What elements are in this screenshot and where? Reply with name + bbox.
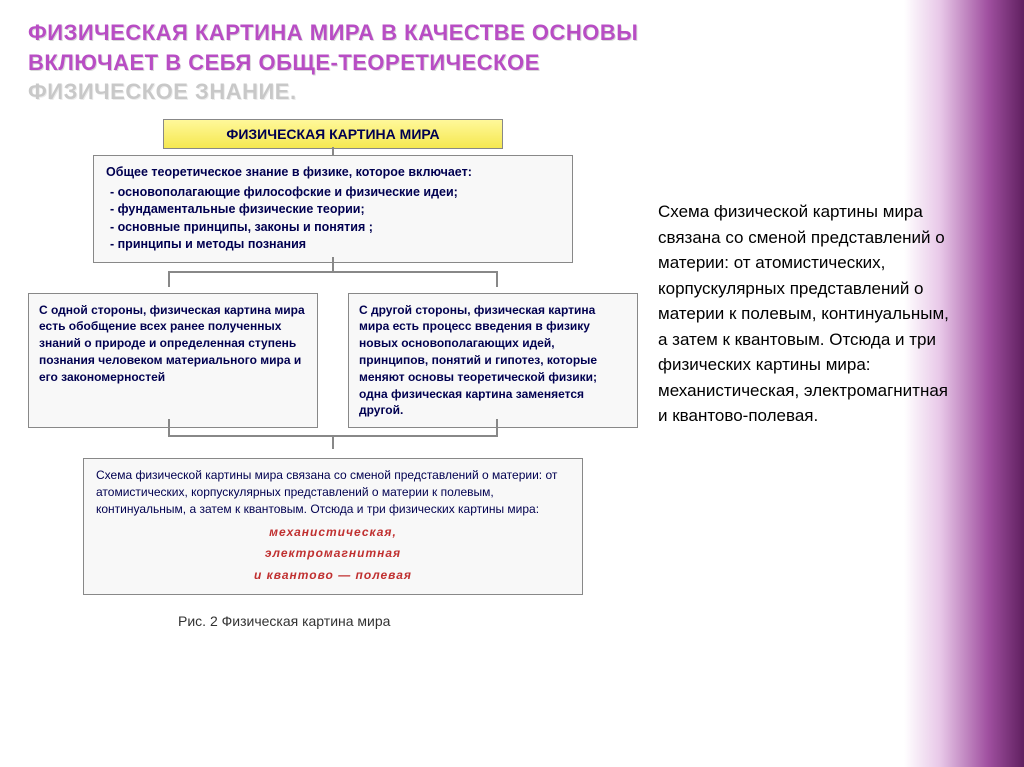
title-line-1: ФИЗИЧЕСКАЯ КАРТИНА МИРА В КАЧЕСТВЕ ОСНОВ…: [28, 18, 996, 48]
connector: [496, 271, 498, 287]
slide-content: ФИЗИЧЕСКАЯ КАРТИНА МИРА В КАЧЕСТВЕ ОСНОВ…: [0, 0, 1024, 647]
slide-title: ФИЗИЧЕСКАЯ КАРТИНА МИРА В КАЧЕСТВЕ ОСНОВ…: [28, 18, 996, 107]
top-box-item: - основополагающие философские и физичес…: [110, 184, 560, 202]
bottom-box-types: механистическая, электромагнитная и кван…: [96, 522, 570, 587]
connector: [332, 257, 334, 271]
title-line-3: ФИЗИЧЕСКОЕ ЗНАНИЕ.: [28, 77, 996, 107]
side-text: Схема физической картины мира связана со…: [658, 119, 958, 629]
bottom-box: Схема физической картины мира связана со…: [83, 458, 583, 595]
figure-caption: Рис. 2 Физическая картина мира: [178, 613, 398, 629]
title-line-2: ВКЛЮЧАЕТ В СЕБЯ ОБЩЕ-ТЕОРЕТИЧЕСКОЕ: [28, 48, 996, 78]
right-box: С другой стороны, физическая картина мир…: [348, 293, 638, 429]
diagram-header: ФИЗИЧЕСКАЯ КАРТИНА МИРА: [163, 119, 503, 149]
top-box-list: - основополагающие философские и физичес…: [106, 184, 560, 254]
top-box-lead: Общее теоретическое знание в физике, кот…: [106, 164, 560, 182]
connector: [332, 435, 334, 449]
top-box-item: - основные принципы, законы и понятия ;: [110, 219, 560, 237]
type-line: и квантово — полевая: [96, 565, 570, 587]
left-box: С одной стороны, физическая картина мира…: [28, 293, 318, 429]
bottom-box-intro: Схема физической картины мира связана со…: [96, 467, 570, 517]
type-line: механистическая,: [96, 522, 570, 544]
connector: [168, 271, 170, 287]
layout-row: ФИЗИЧЕСКАЯ КАРТИНА МИРА Общее теоретичес…: [28, 119, 996, 629]
type-line: электромагнитная: [96, 543, 570, 565]
pair-row: С одной стороны, физическая картина мира…: [28, 293, 638, 429]
connector: [496, 419, 498, 435]
top-box-item: - принципы и методы познания: [110, 236, 560, 254]
connector: [168, 419, 170, 435]
connector: [332, 147, 334, 155]
top-box-item: - фундаментальные физические теории;: [110, 201, 560, 219]
top-box: Общее теоретическое знание в физике, кот…: [93, 155, 573, 263]
connector: [168, 271, 498, 273]
diagram-area: ФИЗИЧЕСКАЯ КАРТИНА МИРА Общее теоретичес…: [28, 119, 638, 629]
